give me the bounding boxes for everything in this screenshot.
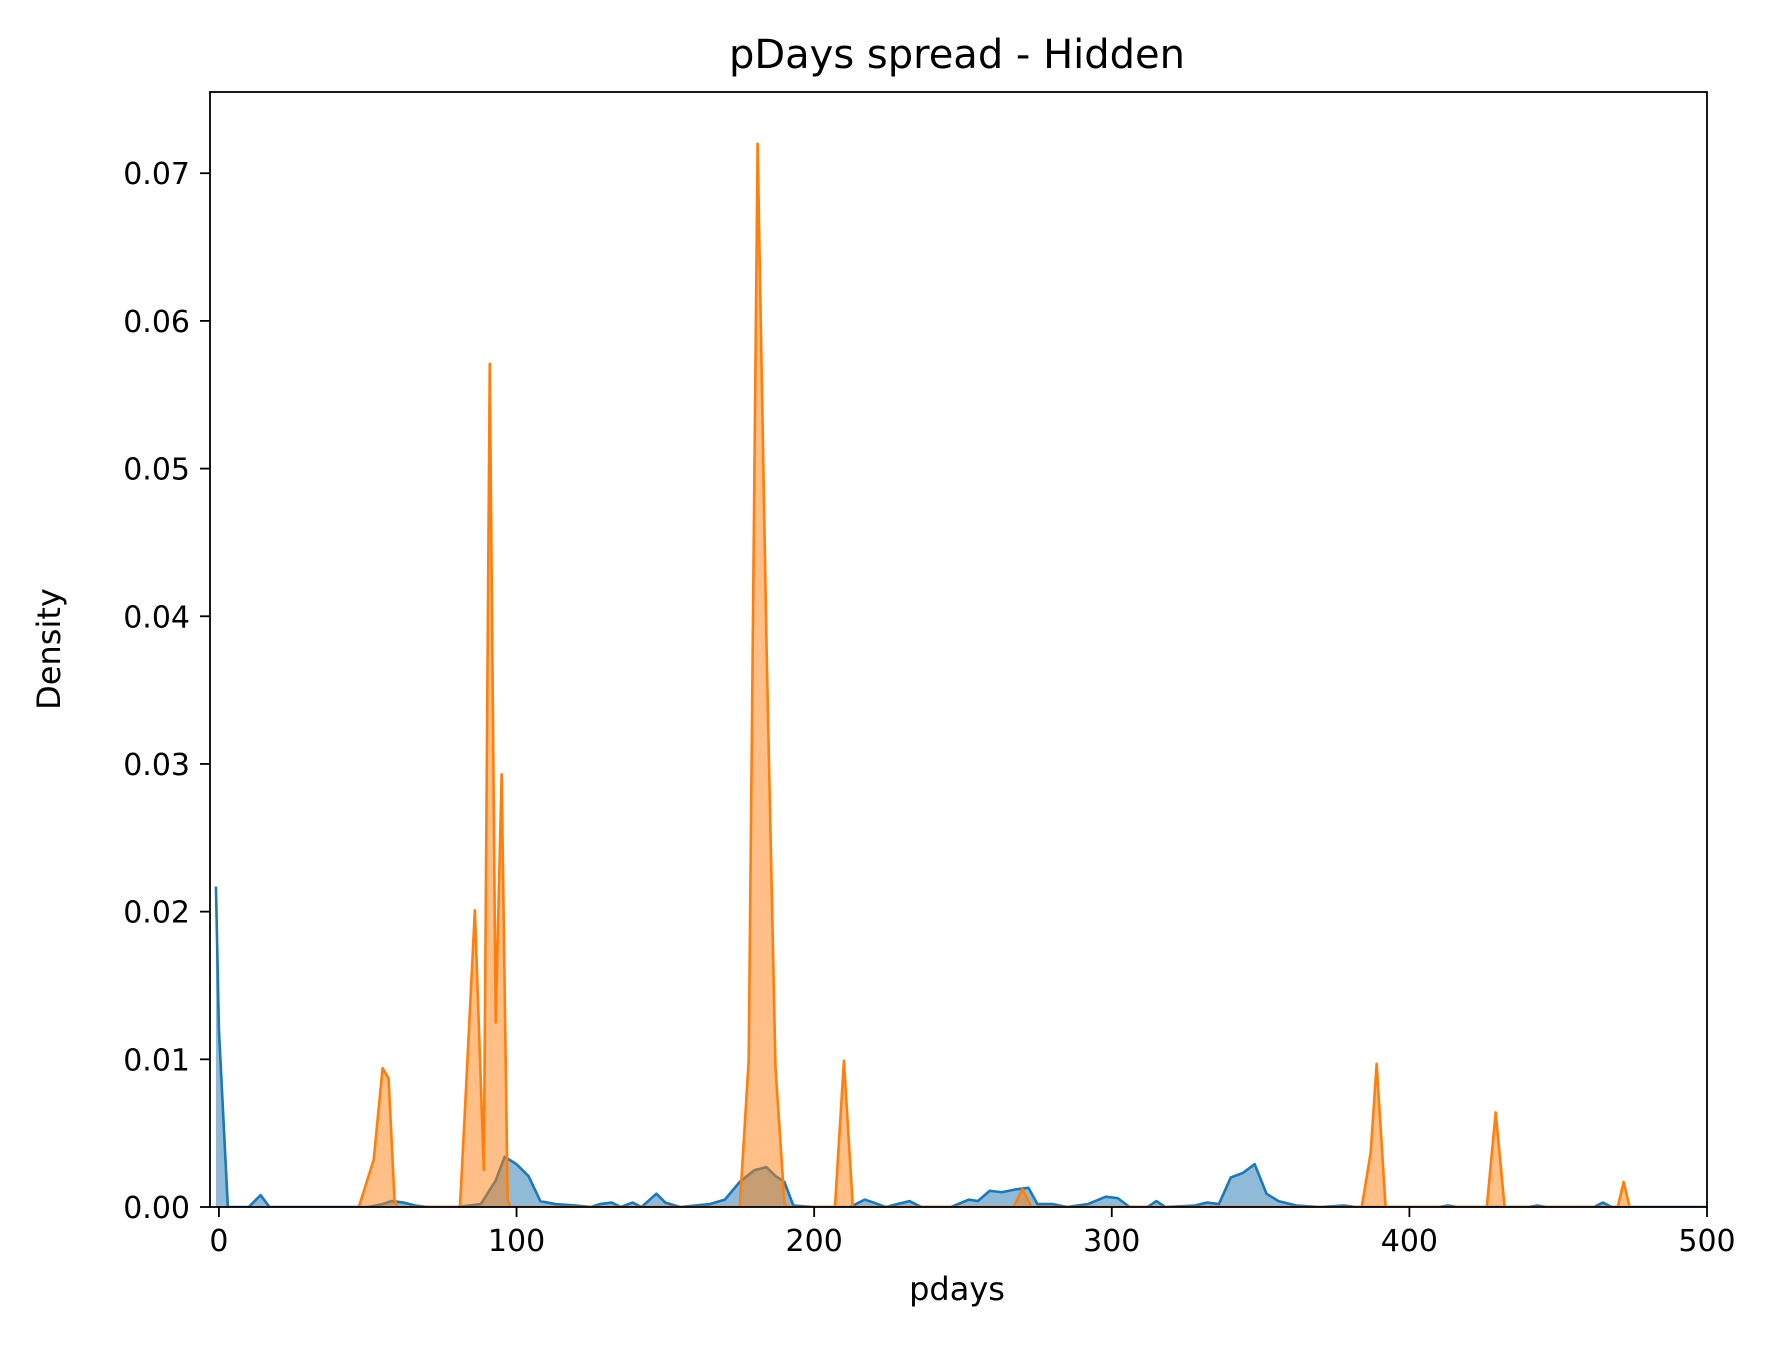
series-1: [357, 142, 1631, 1207]
chart-title: pDays spread - Hidden: [729, 32, 1185, 78]
x-tick-label: 0: [209, 1224, 228, 1259]
series-0-area: [215, 886, 1707, 1207]
plot-frame: [209, 91, 1708, 1208]
x-tick-label: 400: [1381, 1224, 1438, 1259]
x-tick-label: 100: [488, 1224, 545, 1259]
y-tick-label: 0.03: [123, 748, 190, 783]
y-tick-label: 0.06: [123, 305, 190, 340]
x-tick-label: 300: [1083, 1224, 1140, 1259]
y-tick-label: 0.04: [123, 600, 190, 635]
x-tick-label: 200: [786, 1224, 843, 1259]
y-tick-label: 0.00: [123, 1191, 190, 1226]
y-axis-label: Density: [30, 588, 68, 710]
series-1-area: [358, 143, 1630, 1207]
x-axis: 0 100 200 300 400 500: [209, 1207, 1736, 1259]
y-tick-label: 0.07: [123, 157, 190, 192]
y-tick-label: 0.01: [123, 1043, 190, 1078]
plot-area: [209, 91, 1708, 1208]
x-tick-label: 500: [1678, 1224, 1735, 1259]
y-tick-label: 0.02: [123, 896, 190, 931]
y-tick-label: 0.05: [123, 453, 190, 488]
series-1-line: [357, 142, 1631, 1207]
series-0: [214, 886, 1707, 1207]
series-layer: [214, 142, 1707, 1207]
y-axis: 0.00 0.01 0.02 0.03 0.04 0.05 0.06 0.07: [123, 157, 210, 1226]
series-0-line: [214, 886, 1707, 1207]
x-axis-label: pdays: [909, 1270, 1005, 1308]
